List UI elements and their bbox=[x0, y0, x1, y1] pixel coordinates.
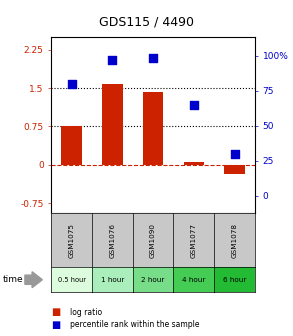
Point bbox=[232, 151, 237, 156]
Point bbox=[110, 57, 115, 62]
Text: GSM1078: GSM1078 bbox=[231, 223, 238, 258]
Text: 1 hour: 1 hour bbox=[101, 277, 124, 283]
Bar bbox=[224, 165, 245, 174]
Text: 4 hour: 4 hour bbox=[182, 277, 205, 283]
Text: 2 hour: 2 hour bbox=[142, 277, 165, 283]
Text: 0.5 hour: 0.5 hour bbox=[58, 277, 86, 283]
Text: GSM1077: GSM1077 bbox=[191, 223, 197, 258]
Text: 6 hour: 6 hour bbox=[223, 277, 246, 283]
Text: ■: ■ bbox=[51, 307, 61, 318]
FancyArrow shape bbox=[25, 272, 42, 288]
Text: GSM1076: GSM1076 bbox=[109, 223, 115, 258]
Text: log ratio: log ratio bbox=[70, 308, 103, 317]
Bar bbox=[102, 84, 122, 165]
Bar bbox=[143, 92, 163, 165]
Point bbox=[151, 56, 155, 61]
Bar bbox=[184, 162, 204, 165]
Text: GSM1075: GSM1075 bbox=[69, 223, 75, 258]
Text: percentile rank within the sample: percentile rank within the sample bbox=[70, 321, 200, 329]
Point bbox=[69, 81, 74, 86]
Bar bbox=[62, 126, 82, 165]
Text: GDS115 / 4490: GDS115 / 4490 bbox=[99, 15, 194, 28]
Text: GSM1090: GSM1090 bbox=[150, 223, 156, 258]
Text: ■: ■ bbox=[51, 320, 61, 330]
Point bbox=[192, 102, 196, 107]
Text: time: time bbox=[3, 275, 23, 284]
